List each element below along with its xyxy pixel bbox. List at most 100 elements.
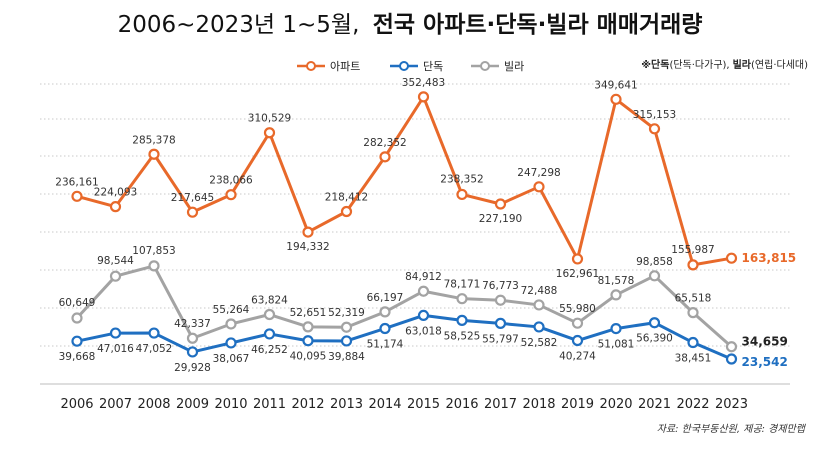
x-tick-label: 2009: [176, 397, 209, 412]
data-label: 52,319: [328, 307, 365, 319]
data-label: 310,529: [248, 113, 291, 125]
data-label: 52,582: [521, 337, 558, 349]
x-tick-label: 2017: [484, 397, 517, 412]
x-tick-label: 2007: [99, 397, 132, 412]
data-label: 39,884: [328, 351, 365, 363]
x-tick-label: 2011: [253, 397, 286, 412]
series-lines: [75, 95, 733, 361]
legend-note-villa: 빌라: [733, 58, 752, 71]
data-point: [263, 127, 276, 139]
data-label: 38,067: [213, 353, 250, 365]
x-tick-label: 2010: [214, 397, 247, 412]
data-point: [148, 260, 160, 272]
data-point: [71, 312, 83, 324]
series-line-detached: [76, 313, 733, 361]
data-point: [494, 198, 507, 210]
data-label: 282,352: [363, 137, 406, 149]
x-tick-label: 2012: [291, 397, 324, 412]
data-point: [340, 205, 353, 218]
data-point: [186, 346, 199, 358]
x-axis: 2006 2007 2008 2009 2010 2011 2012 2013 2014 2015…: [60, 397, 748, 412]
data-point: [148, 148, 160, 160]
data-label: 352,483: [402, 77, 445, 89]
data-label: 98,858: [636, 256, 673, 268]
data-label: 236,161: [55, 176, 98, 188]
data-point: [417, 91, 430, 103]
data-label: 218,412: [325, 192, 368, 204]
legend-marker: [306, 61, 316, 71]
data-label: 224,093: [94, 187, 137, 199]
source-note: 자료: 한국부동산원, 제공: 경제만랩: [657, 423, 807, 435]
legend-marker: [399, 61, 409, 71]
x-tick-label: 2022: [676, 397, 709, 412]
data-point: [571, 317, 584, 329]
data-point: [687, 336, 699, 349]
data-label: 76,773: [482, 280, 519, 292]
data-label: 162,961: [556, 268, 599, 280]
data-label: 238,066: [209, 175, 253, 187]
data-point: [109, 327, 122, 339]
data-label: 227,190: [479, 213, 522, 225]
data-label: 349,641: [594, 79, 637, 91]
data-point: [687, 307, 699, 319]
data-label: 84,912: [405, 271, 442, 283]
legend-label: 단독: [423, 60, 443, 73]
data-label: 65,518: [675, 293, 712, 305]
data-label: 63,824: [251, 295, 288, 307]
data-label: 66,197: [367, 292, 404, 304]
data-label: 51,081: [598, 339, 635, 351]
data-label: 78,171: [444, 279, 481, 291]
data-point: [186, 206, 199, 218]
data-label: 55,980: [559, 303, 596, 315]
data-point: [340, 335, 353, 347]
legend-note-danok-detail: (단독·다가구),: [669, 59, 729, 71]
data-label: 98,544: [97, 255, 134, 267]
data-point: [648, 123, 661, 135]
data-label: 40,095: [290, 351, 327, 363]
data-point: [456, 293, 468, 305]
data-label: 23,542: [742, 355, 788, 369]
data-point: [417, 285, 430, 297]
x-tick-label: 2016: [445, 397, 478, 412]
data-label: 40,274: [559, 351, 596, 363]
data-label: 155,987: [671, 244, 714, 256]
data-label: 29,928: [174, 362, 211, 374]
data-point: [687, 259, 699, 271]
data-point: [225, 189, 237, 201]
data-point: [725, 341, 738, 353]
data-point: [302, 321, 314, 333]
data-point: [109, 201, 122, 213]
data-point: [494, 317, 507, 329]
data-point: [71, 335, 83, 347]
data-label: 55,797: [482, 333, 519, 345]
gridlines: [40, 83, 790, 385]
data-label: 285,378: [132, 134, 175, 146]
data-point: [263, 328, 276, 340]
data-point: [417, 309, 430, 322]
chart-title-bold: 전국 아파트·단독·빌라 매매거래량: [373, 12, 703, 38]
data-point: [109, 270, 122, 282]
data-label: 42,337: [174, 318, 211, 330]
data-label: 217,645: [171, 192, 214, 204]
legend-note-danok: 단독: [651, 58, 669, 71]
data-label: 46,252: [251, 344, 288, 356]
data-label: 52,651: [290, 307, 327, 319]
data-point: [225, 337, 237, 349]
x-tick-label: 2006: [60, 397, 93, 412]
data-label: 56,390: [636, 333, 673, 345]
data-point: [533, 321, 545, 333]
data-point: [225, 318, 237, 330]
data-point: [456, 188, 468, 201]
data-label: 72,488: [521, 285, 558, 297]
data-label: 55,264: [213, 304, 250, 316]
data-label: 315,153: [633, 109, 676, 121]
chart-title-regular: 2006~2023년 1~5월,: [118, 12, 360, 38]
data-point: [610, 93, 622, 105]
data-point: [148, 327, 160, 339]
legend-note: ※단독(단독·다가구), 빌라(연립·다세대): [641, 58, 808, 71]
data-label: 247,298: [517, 167, 560, 179]
legend-label: 아파트: [330, 60, 360, 73]
legend-marker: [480, 61, 490, 71]
